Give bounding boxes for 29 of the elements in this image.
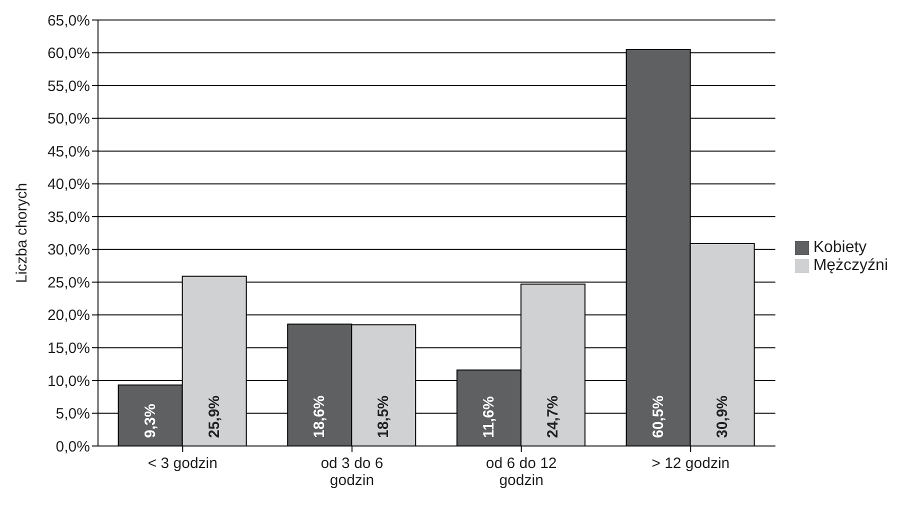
- y-tick-label: 10,0%: [47, 372, 90, 390]
- legend-label: Mężczyźni: [813, 257, 888, 274]
- data-label: 9,3%: [142, 404, 159, 438]
- data-label: 24,7%: [544, 395, 562, 438]
- y-tick-label: 65,0%: [47, 12, 90, 30]
- data-label: 11,6%: [480, 396, 498, 438]
- x-tick-label: > 12 godzin: [652, 455, 730, 472]
- y-tick-label: 60,0%: [47, 45, 90, 62]
- data-label: 18,6%: [311, 395, 328, 438]
- x-tick-label: od 6 do 12 godzin: [486, 455, 557, 489]
- x-tick-label: < 3 godzin: [148, 455, 218, 472]
- y-tick-label: 0,0%: [56, 438, 90, 456]
- y-tick-label: 35,0%: [47, 208, 90, 226]
- y-tick-label: 55,0%: [47, 78, 90, 95]
- x-tick-label: od 3 do 6 godzin: [320, 455, 384, 489]
- y-tick-label: 5,0%: [56, 406, 90, 423]
- y-tick-label: 40,0%: [47, 176, 90, 194]
- y-tick-label: 20,0%: [47, 307, 90, 324]
- y-tick-label: 50,0%: [47, 110, 90, 128]
- data-label: 60,5%: [650, 395, 667, 438]
- data-label: 25,9%: [206, 395, 223, 438]
- y-tick-label: 45,0%: [47, 143, 90, 160]
- legend-label: Kobiety: [813, 239, 867, 256]
- y-tick-label: 15,0%: [47, 340, 90, 358]
- y-tick-label: 30,0%: [47, 242, 90, 259]
- y-axis-title: Liczba chorych: [13, 182, 30, 283]
- y-tick-label: 25,0%: [47, 274, 90, 292]
- data-label: 30,9%: [714, 395, 731, 438]
- data-label: 18,5%: [375, 395, 392, 438]
